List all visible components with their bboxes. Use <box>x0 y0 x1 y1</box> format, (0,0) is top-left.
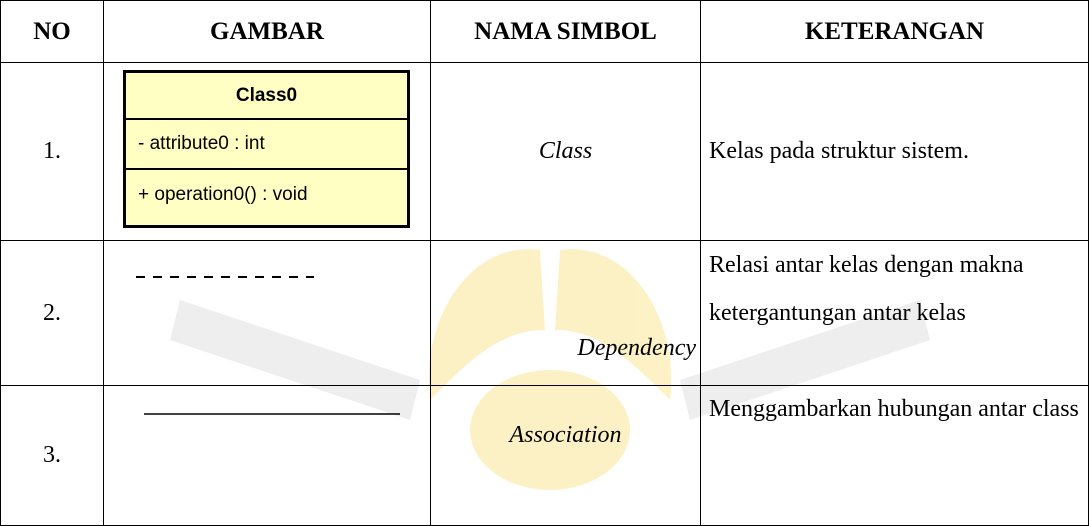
figure-cell <box>103 240 431 386</box>
description-cell: Relasi antar kelas dengan makna ketergan… <box>700 240 1089 386</box>
class-attribute: - attribute0 : int <box>126 120 407 170</box>
dependency-figure <box>136 276 314 278</box>
header-cell: NO <box>0 0 104 63</box>
no-cell: 1. <box>0 62 104 241</box>
header-cell: NAMA SIMBOL <box>430 0 701 63</box>
name-cell: Class <box>430 62 701 241</box>
name-cell: Association <box>430 385 701 526</box>
header-cell: GAMBAR <box>103 0 431 63</box>
name-cell: Dependency <box>430 240 701 386</box>
class-figure: Class0 - attribute0 : int + operation0()… <box>123 70 410 228</box>
description-cell: Kelas pada struktur sistem. <box>700 62 1089 241</box>
class-operation: + operation0() : void <box>138 184 308 205</box>
no-cell: 3. <box>0 385 104 526</box>
header-cell: KETERANGAN <box>700 0 1089 63</box>
no-cell: 2. <box>0 240 104 386</box>
description-cell: Menggambarkan hubungan antar class <box>700 385 1089 526</box>
association-figure <box>144 413 400 415</box>
figure-cell <box>103 385 431 526</box>
class-name: Class0 <box>126 73 407 120</box>
